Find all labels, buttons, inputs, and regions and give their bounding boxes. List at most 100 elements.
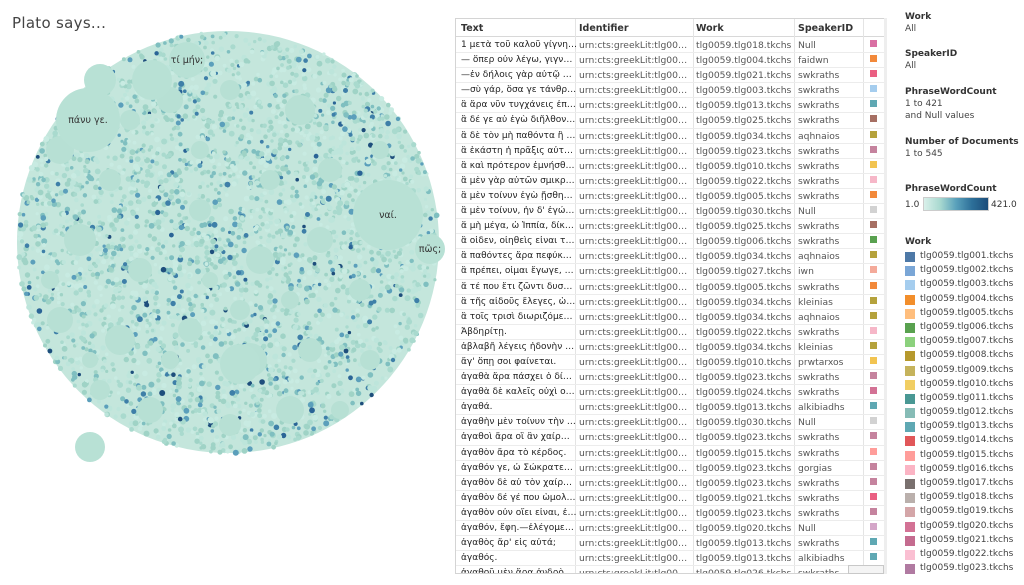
bubble[interactable] [155, 42, 161, 48]
bubble[interactable] [293, 44, 298, 49]
bubble[interactable] [162, 211, 169, 218]
bubble[interactable] [254, 303, 258, 308]
bubble[interactable] [264, 329, 269, 334]
bubble[interactable] [375, 268, 382, 274]
bubble[interactable] [331, 271, 336, 276]
bubble[interactable] [225, 328, 230, 334]
bubble[interactable] [215, 394, 221, 400]
bubble[interactable] [386, 173, 391, 177]
bubble[interactable] [44, 156, 49, 162]
bubble[interactable] [180, 118, 184, 122]
bubble[interactable] [369, 118, 373, 122]
bubble[interactable] [197, 193, 202, 198]
bubble[interactable] [132, 420, 139, 427]
bubble[interactable] [66, 281, 71, 286]
bubble[interactable] [354, 342, 361, 349]
bubble[interactable] [45, 299, 52, 305]
bubble[interactable] [239, 383, 244, 389]
bubble[interactable] [398, 335, 404, 341]
table-row[interactable]: ἃ ἑκάστη ἡ πρᾶξις αὐτοῦ .. urn:cts:greekL… [456, 144, 886, 159]
bubble[interactable] [207, 358, 213, 364]
bubble[interactable] [256, 129, 262, 135]
bubble[interactable] [280, 308, 285, 313]
bubble[interactable] [284, 210, 288, 214]
bubble[interactable] [81, 381, 88, 388]
bubble[interactable] [423, 197, 428, 201]
bubble[interactable] [141, 143, 146, 148]
bubble[interactable] [281, 276, 287, 282]
bubble[interactable] [169, 136, 175, 142]
bubble[interactable] [384, 134, 390, 140]
bubble[interactable] [96, 399, 101, 404]
bubble[interactable] [253, 39, 257, 44]
bubble[interactable] [307, 53, 312, 59]
bubble[interactable] [151, 236, 157, 242]
bubble[interactable] [249, 110, 254, 115]
bubble[interactable] [144, 302, 150, 308]
bubble[interactable] [304, 298, 310, 305]
bubble[interactable] [127, 200, 134, 206]
bubble[interactable] [276, 390, 283, 397]
bubble[interactable] [19, 239, 25, 244]
bubble[interactable] [343, 112, 349, 118]
bubble[interactable] [155, 209, 161, 216]
bubble[interactable] [202, 396, 207, 401]
table-row[interactable]: 1 μετὰ τοῦ καλοῦ γίγνητα.. urn:cts:greekL… [456, 38, 886, 54]
bubble[interactable] [85, 180, 89, 185]
bubble[interactable] [200, 302, 204, 307]
bubble[interactable] [243, 58, 249, 64]
bubble[interactable] [155, 320, 160, 325]
bubble[interactable] [133, 382, 137, 386]
bubble[interactable] [292, 368, 298, 374]
bubble[interactable] [312, 166, 318, 172]
bubble[interactable] [241, 207, 245, 211]
bubble[interactable] [338, 77, 342, 82]
bubble[interactable] [345, 355, 350, 359]
bubble[interactable] [109, 162, 114, 167]
bubble[interactable] [197, 280, 202, 285]
bubble-large[interactable] [84, 64, 116, 96]
bubble[interactable] [276, 396, 304, 424]
bubble[interactable] [313, 284, 318, 289]
bubble[interactable] [40, 163, 44, 167]
bubble[interactable] [248, 403, 253, 408]
bubble[interactable] [172, 222, 179, 229]
bubble[interactable] [270, 307, 275, 313]
bubble[interactable] [117, 164, 122, 170]
bubble[interactable] [415, 282, 421, 288]
bubble[interactable] [209, 319, 215, 325]
bubble[interactable] [105, 234, 109, 238]
bubble[interactable] [137, 326, 142, 331]
bubble[interactable] [392, 171, 398, 177]
bubble[interactable] [29, 195, 34, 199]
bubble[interactable] [251, 209, 256, 214]
bubble[interactable] [224, 193, 229, 197]
bubble[interactable] [259, 151, 265, 157]
bubble[interactable] [184, 216, 189, 220]
bubble[interactable] [216, 408, 222, 414]
bubble[interactable] [97, 232, 102, 237]
bubble[interactable] [406, 154, 410, 159]
work-legend-item[interactable]: tlg0059.tlg011.tkchs [903, 392, 1024, 406]
bubble[interactable] [129, 190, 134, 195]
bubble[interactable] [163, 115, 169, 121]
bubble[interactable] [293, 437, 297, 442]
bubble[interactable] [244, 336, 251, 342]
bubble[interactable] [77, 372, 82, 377]
bubble[interactable] [176, 316, 181, 321]
bubble[interactable] [409, 249, 415, 255]
bubble[interactable] [283, 266, 287, 270]
bubble[interactable] [310, 142, 316, 147]
bubble[interactable] [184, 239, 191, 246]
bubble[interactable] [186, 290, 191, 295]
bubble[interactable] [257, 227, 262, 232]
bubble[interactable] [135, 360, 141, 366]
bubble[interactable] [226, 50, 231, 54]
bubble[interactable] [219, 121, 226, 128]
bubble[interactable] [355, 74, 359, 78]
bubble[interactable] [166, 302, 170, 306]
bubble[interactable] [333, 255, 338, 260]
bubble[interactable] [249, 128, 254, 133]
bubble[interactable] [411, 262, 416, 267]
bubble[interactable] [417, 150, 421, 155]
